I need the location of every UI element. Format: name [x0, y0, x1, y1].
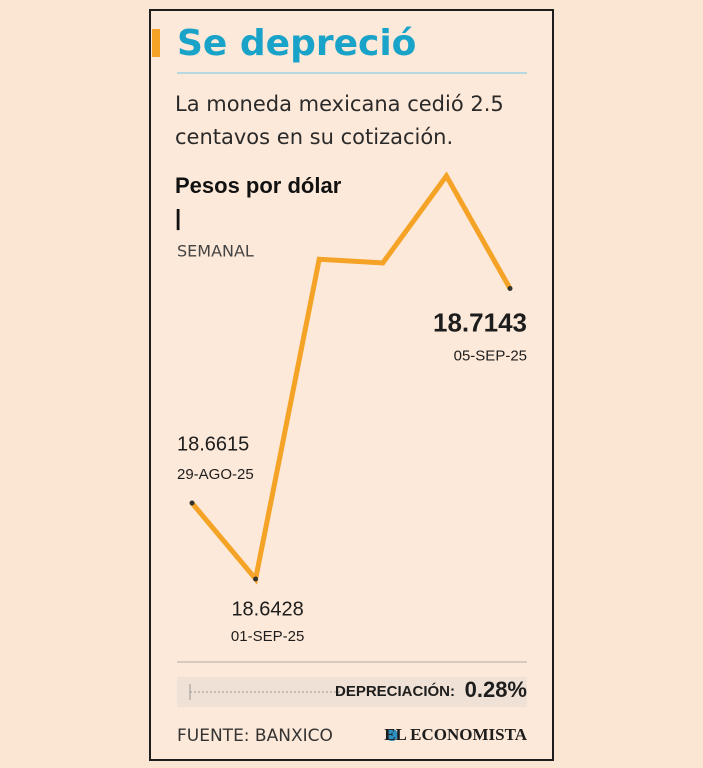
frame: [149, 9, 554, 761]
y-label: Pesos por dólar |: [175, 173, 342, 230]
value-label: 18.6615: [177, 433, 249, 455]
brand: EL ECONOMISTA: [384, 725, 528, 744]
date-label: 01-SEP-25: [231, 628, 304, 645]
value-label: 18.7143: [433, 307, 527, 337]
brand-icon: [386, 729, 398, 741]
data-line: [190, 171, 513, 585]
subtitle: La moneda mexicana cedió 2.5 centavos en…: [175, 92, 504, 149]
value-label: 18.6428: [231, 598, 303, 620]
y-label-box: Pesos por dólar |: [175, 173, 342, 230]
summary-value: 0.28%: [465, 677, 527, 702]
subtitle-box: La moneda mexicana cedió 2.5 centavos en…: [175, 92, 504, 149]
accent-bar: [152, 29, 160, 57]
y-label-note: SEMANAL: [177, 242, 254, 261]
point: [507, 286, 513, 292]
date-label: 05-SEP-25: [454, 348, 527, 365]
point: [253, 576, 259, 582]
chart-title: Se depreció: [177, 23, 416, 64]
summary-label: DEPRECIACIÓN:: [335, 682, 455, 700]
date-label: 29-AGO-25: [177, 466, 254, 483]
source: FUENTE: BANXICO: [177, 726, 333, 746]
point: [189, 500, 195, 506]
